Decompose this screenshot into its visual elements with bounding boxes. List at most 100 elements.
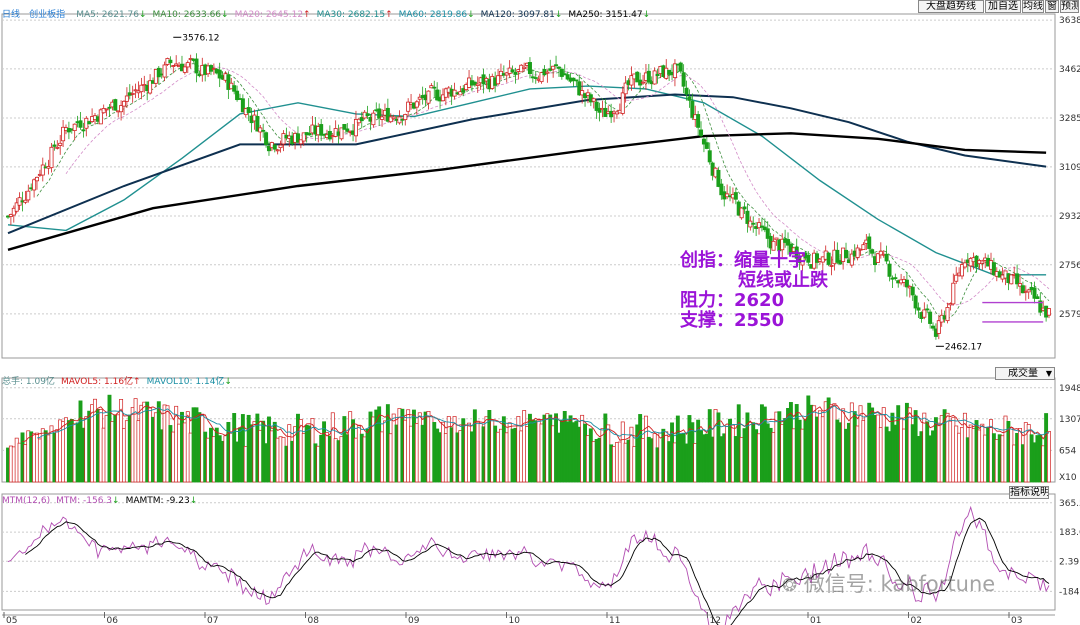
candle-body (339, 127, 344, 140)
candle-body (780, 238, 785, 251)
volume-tick-label: 654 (1059, 446, 1076, 456)
candle-body (774, 237, 779, 241)
window-button[interactable]: 窗 (1045, 0, 1059, 13)
candle-body (298, 139, 303, 145)
candle-body (23, 199, 28, 203)
candle-body (745, 210, 750, 224)
candle-body (904, 279, 909, 288)
forecast-button[interactable]: 预测 (1060, 0, 1079, 13)
candle-body (235, 90, 240, 101)
candle-body (130, 93, 135, 95)
mtm-tick-label: 2.39 (1059, 557, 1079, 567)
candle-body (281, 133, 286, 145)
candle-body (496, 75, 501, 85)
candle-body (342, 124, 347, 130)
candle-body (377, 108, 382, 119)
candle-body (997, 271, 1002, 278)
annot-line-3: 阻力：2620 (680, 290, 785, 311)
trend-line-button[interactable]: 大盘趋势线 (918, 0, 984, 13)
x-tick-label: 11 (609, 616, 620, 625)
candle-body (835, 249, 840, 263)
candle-body (61, 126, 66, 142)
volume-dropdown[interactable]: 成交量 ▼ (995, 367, 1055, 380)
arrow-down-icon: ↓ (138, 10, 147, 20)
ma-legend-item: MA250: 3151.47↓ (568, 10, 651, 20)
x-tick-label: 01 (810, 616, 821, 625)
candle-body (751, 222, 756, 225)
candle-body (678, 62, 683, 72)
candle-body (849, 253, 854, 266)
candle-body (81, 129, 86, 132)
candle-body (951, 282, 956, 305)
mavol5-line (22, 404, 1050, 442)
period-label: 日线 (2, 10, 21, 20)
candle-body (124, 95, 129, 102)
candle-body (594, 101, 599, 111)
indicator-help-button[interactable]: 指标说明 (1009, 486, 1049, 499)
volume-tick-label: 1948 (1059, 384, 1080, 394)
candle-body (139, 84, 144, 93)
candle-body (522, 66, 527, 69)
price-panel-frame (1, 13, 1056, 359)
candle-body (855, 247, 860, 258)
candle-body (684, 87, 689, 95)
candle-body (319, 124, 324, 136)
candle-body (699, 129, 704, 137)
candle-body (806, 254, 811, 263)
volume-dropdown-label: 成交量 (1008, 368, 1038, 379)
ma-line-ma20 (65, 66, 1050, 306)
ma-button[interactable]: 均线 (1022, 0, 1044, 13)
candle-body (182, 66, 187, 73)
candle-body (687, 96, 692, 101)
candle-body (266, 145, 271, 152)
volume-unit-label: X10 (1059, 473, 1077, 483)
ma-line-ma120 (7, 132, 1047, 251)
mtm-line (7, 505, 1050, 625)
candle-body (440, 94, 445, 102)
candle-body (910, 286, 915, 296)
candle-body (641, 81, 646, 84)
mtm-tick-label: -184.2 (1059, 587, 1080, 597)
candle-body (826, 252, 831, 265)
mtm-tick-label: 365.5 (1059, 499, 1080, 509)
candle-body (707, 150, 712, 163)
x-tick-label: 09 (408, 616, 420, 625)
price-tick-label: 3638 (1059, 16, 1080, 26)
candle-body (174, 63, 179, 66)
x-tick-label: 10 (509, 616, 521, 625)
candle-body (1026, 289, 1031, 293)
add-watchlist-button[interactable]: 加自选 (985, 0, 1021, 13)
candle-body (264, 132, 269, 145)
candle-body (426, 90, 431, 104)
high-annotation: 3576.12 (182, 33, 219, 43)
candle-body (371, 112, 376, 126)
candle-body (295, 133, 300, 143)
watermark-text: 微信号: kabfortune (803, 572, 996, 596)
candle-body (345, 128, 350, 132)
candle-body (870, 249, 875, 254)
candle-body (968, 258, 973, 267)
candle-body (278, 144, 283, 149)
candle-body (327, 131, 332, 140)
candle-body (301, 132, 306, 142)
price-tick-label: 2932 (1059, 212, 1080, 222)
candle-body (922, 309, 927, 318)
candle-body (945, 307, 950, 322)
candle-body (8, 214, 13, 217)
candle-body (652, 70, 657, 85)
candle-body (156, 67, 161, 78)
candle-body (539, 72, 544, 83)
candle-body (14, 202, 19, 212)
candle-body (1032, 287, 1037, 299)
ma-legend-item: MA60: 2819.86↓ (398, 10, 475, 20)
candle-body (533, 77, 538, 79)
candle-body (101, 108, 106, 114)
ma-line-ma60 (7, 93, 1047, 235)
mtm-legend-item: MAMTM: -9.23↓ (125, 496, 198, 506)
candle-body (565, 74, 570, 80)
ma-legend-item: MA30: 2682.15↑ (316, 10, 393, 20)
candle-body (629, 75, 634, 86)
x-tick-label: 12 (710, 616, 721, 625)
